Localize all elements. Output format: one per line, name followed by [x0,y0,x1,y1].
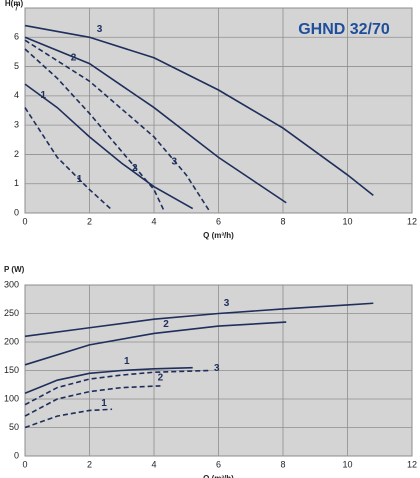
x-tick-label: 0 [22,216,27,226]
curve [24,83,194,210]
x-tick-label: 0 [22,459,27,469]
curve-label: 3 [224,298,230,309]
x-tick-label: 4 [151,216,156,226]
x-axis-label: Q (m³/h) [203,231,234,240]
y-tick-label: 7 [14,2,19,12]
curve [24,36,287,204]
x-tick-label: 8 [280,216,285,226]
y-tick-label: 250 [4,308,19,318]
chart-title: GHND 32/70 [298,21,390,38]
x-tick-label: 12 [407,459,417,469]
y-tick-label: 2 [14,149,19,159]
y-tick-label: 6 [14,32,19,42]
curve [24,48,165,211]
y-tick-label: 0 [14,207,19,217]
y-tick-label: 5 [14,61,19,71]
curve-label: 1 [101,398,107,409]
curve [24,39,210,211]
y-tick-label: 0 [14,450,19,460]
curve-label: 3 [97,24,103,35]
x-tick-label: 10 [342,459,352,469]
curve-label: 1 [40,90,46,101]
curve [24,385,161,417]
curve [24,366,193,395]
curve-label: 3 [214,363,220,374]
x-tick-label: 2 [87,216,92,226]
y-tick-label: 200 [4,336,19,346]
curve-label: 1 [124,356,130,367]
curve-label: 2 [163,319,169,330]
y-tick-label: 150 [4,365,19,375]
curve [24,408,113,429]
x-tick-label: 4 [151,459,156,469]
y-tick-label: 3 [14,120,19,130]
curve-label: 3 [171,157,177,168]
curve-label: 2 [132,163,138,174]
curve [24,107,113,211]
y-tick-label: 1 [14,178,19,188]
y-axis-label: H(m) [5,0,24,8]
y-tick-label: 50 [9,422,19,432]
x-tick-label: 8 [280,459,285,469]
x-axis-label: Q (m³/h) [203,474,234,478]
y-axis-label: P (W) [4,265,25,274]
curve-label: 2 [158,373,164,384]
curve [24,321,287,366]
x-tick-label: 10 [342,216,352,226]
y-tick-label: 300 [4,279,19,289]
x-tick-label: 12 [407,216,417,226]
x-tick-label: 6 [216,459,221,469]
curve [24,302,374,338]
curve-label: 1 [77,174,83,185]
y-tick-label: 4 [14,90,19,100]
curve-label: 2 [71,52,77,63]
x-tick-label: 2 [87,459,92,469]
y-tick-label: 100 [4,393,19,403]
curve [24,24,374,197]
x-tick-label: 6 [216,216,221,226]
